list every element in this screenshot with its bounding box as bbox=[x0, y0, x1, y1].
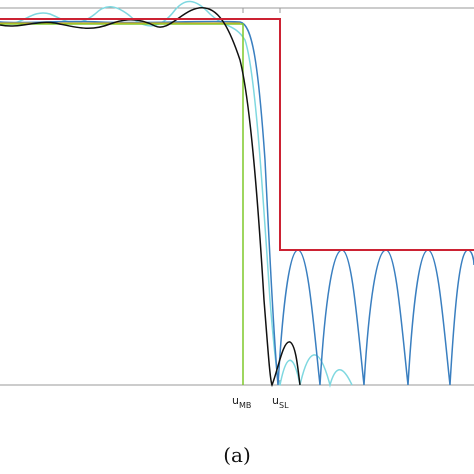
u-sl-label: uSL bbox=[272, 394, 289, 410]
curves bbox=[0, 0, 474, 388]
plot-frame bbox=[0, 7, 474, 386]
black-curve bbox=[0, 7, 301, 388]
label-main: u bbox=[272, 394, 279, 407]
caption: (a) bbox=[223, 443, 251, 467]
label-sub: SL bbox=[279, 401, 289, 410]
label-main: u bbox=[232, 394, 239, 407]
blue-curve bbox=[0, 20, 474, 386]
red-mask bbox=[0, 18, 474, 251]
green-curve bbox=[0, 23, 244, 385]
cyan-curve bbox=[0, 0, 353, 388]
u-mb-label: uMB bbox=[232, 394, 251, 410]
label-sub: MB bbox=[239, 401, 251, 410]
